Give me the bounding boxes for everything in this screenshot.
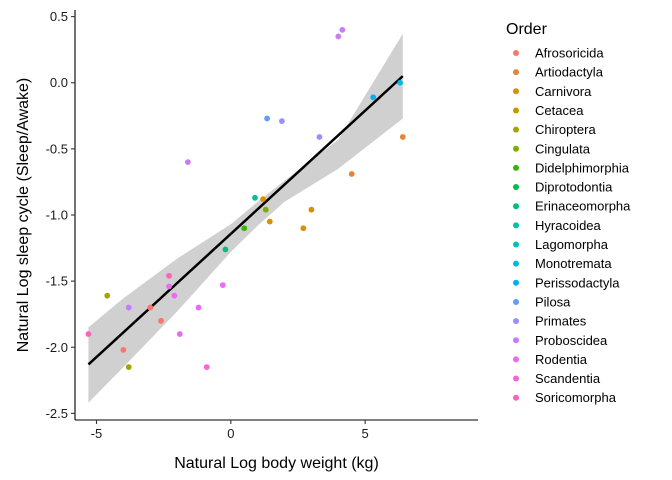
data-point <box>104 292 111 299</box>
legend-label: Erinaceomorpha <box>535 199 631 214</box>
legend-label: Soricomorpha <box>535 390 617 405</box>
legend-label: Primates <box>535 314 587 329</box>
confidence-band-layer <box>88 33 403 403</box>
legend-label: Proboscidea <box>535 333 608 348</box>
data-point <box>308 206 315 213</box>
legend-label: Artiodactyla <box>535 65 604 80</box>
legend-label: Carnivora <box>535 84 592 99</box>
data-point <box>264 115 270 122</box>
data-point <box>125 304 132 311</box>
data-point <box>166 283 172 290</box>
data-point <box>184 159 191 165</box>
data-point <box>195 304 202 311</box>
data-point <box>203 364 210 370</box>
legend-swatch <box>513 126 519 133</box>
legend-swatch <box>513 260 519 267</box>
data-point <box>85 331 92 337</box>
data-point <box>147 304 154 311</box>
legend-swatch <box>513 298 519 305</box>
legend-label: Cetacea <box>535 103 584 118</box>
data-point <box>335 33 342 40</box>
data-point <box>241 225 248 232</box>
legend-label: Afrosoricida <box>535 46 604 61</box>
data-point <box>370 94 377 101</box>
points-layer <box>85 26 406 370</box>
legend-label: Perissodactyla <box>535 275 620 290</box>
legend-label: Didelphimorphia <box>535 160 630 175</box>
data-point <box>158 317 164 324</box>
fit-line-layer <box>87 75 404 366</box>
data-point <box>222 246 229 253</box>
data-point <box>300 225 307 232</box>
data-point <box>166 272 172 279</box>
y-axis-title: Natural Log sleep cycle (Sleep/Awake) <box>15 78 32 353</box>
y-tick-label: 0.0 <box>50 75 68 90</box>
x-tick-label: 5 <box>362 426 369 441</box>
legend-swatch <box>513 88 519 95</box>
data-point <box>278 118 285 124</box>
data-point <box>266 218 273 225</box>
legend-label: Scandentia <box>535 371 601 386</box>
legend-swatch <box>513 356 519 363</box>
legend-swatch <box>513 375 519 382</box>
legend-label: Diprotodontia <box>535 180 613 195</box>
y-tick-label: -2.5 <box>46 406 68 421</box>
y-tick-label: -2.0 <box>46 340 68 355</box>
data-point <box>339 26 346 33</box>
legend-swatch <box>513 184 519 191</box>
confidence-band <box>88 33 403 403</box>
legend-label: Hyracoidea <box>535 218 602 233</box>
data-point <box>316 134 323 140</box>
y-tick-label: -1.0 <box>46 208 68 223</box>
data-point <box>397 79 403 86</box>
x-tick-label: 0 <box>227 426 234 441</box>
y-tick-label: -0.5 <box>46 141 68 156</box>
legend-swatch <box>513 145 519 152</box>
legend-swatch <box>513 50 519 56</box>
y-tick-label: 0.5 <box>50 9 68 24</box>
legend-swatch <box>513 279 519 286</box>
legend-swatch <box>513 318 519 325</box>
legend-swatch <box>513 203 519 210</box>
data-point <box>120 347 127 353</box>
regression-line <box>87 75 404 366</box>
data-point <box>348 171 355 177</box>
legend-swatch <box>513 241 519 248</box>
legend-label: Cingulata <box>535 141 591 156</box>
y-tick-label: -1.5 <box>46 274 68 289</box>
legend-swatch <box>513 164 519 171</box>
data-point <box>262 206 269 213</box>
legend-swatch <box>513 337 519 344</box>
legend-swatch <box>513 394 519 401</box>
x-tick-label: -5 <box>91 426 103 441</box>
data-point <box>125 364 132 370</box>
legend-swatch <box>513 222 519 229</box>
data-point <box>260 196 266 203</box>
legend-label: Chiroptera <box>535 122 596 137</box>
x-axis-title: Natural Log body weight (kg) <box>174 455 379 472</box>
legend-swatch <box>513 69 519 76</box>
legend-label: Monotremata <box>535 256 612 271</box>
data-point <box>171 292 178 299</box>
data-point <box>399 134 406 140</box>
data-point <box>176 331 183 337</box>
legend-label: Rodentia <box>535 352 588 367</box>
axes-layer: -5 0 5 0.5 0.0 -0.5 -1.0 -1.5 -2.0 -2.5 Natural Lo… <box>15 9 478 472</box>
data-point <box>219 282 226 288</box>
legend: Order Afrosoricida Artiodactyla Carnivora Ce… <box>506 21 631 405</box>
legend-swatch <box>513 107 519 114</box>
legend-title: Order <box>506 21 548 38</box>
legend-label: Lagomorpha <box>535 237 609 252</box>
legend-label: Pilosa <box>535 294 571 309</box>
data-point <box>252 194 258 201</box>
